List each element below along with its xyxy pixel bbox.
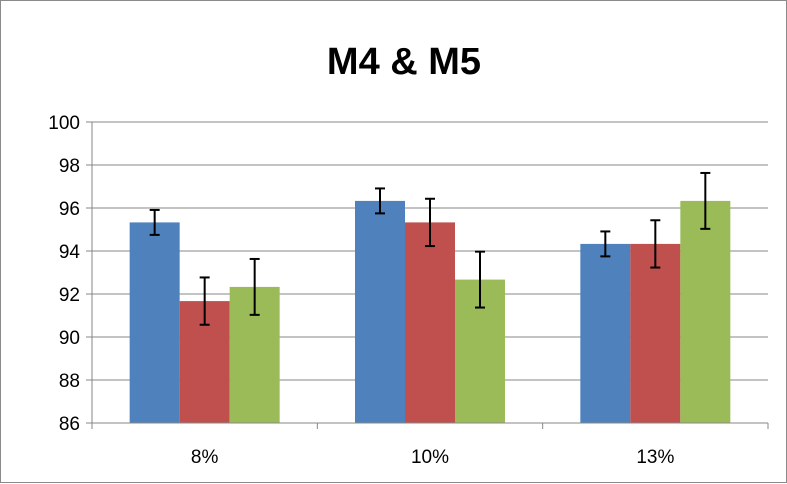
y-tick-label: 86 <box>59 414 80 435</box>
y-tick-label: 88 <box>59 371 80 392</box>
bar-13pct-series2 <box>630 243 681 423</box>
x-tick-label: 10% <box>411 447 449 468</box>
y-tick-label: 96 <box>59 199 80 220</box>
chart-title: M4 & M5 <box>327 41 481 83</box>
y-tick-label: 98 <box>59 156 80 177</box>
x-tick-label: 13% <box>636 447 674 468</box>
error-bars <box>149 171 711 326</box>
y-tick-label: 100 <box>48 113 80 134</box>
y-tick-label: 94 <box>59 242 81 263</box>
bar-10pct-series1 <box>355 200 405 423</box>
axes <box>86 121 769 429</box>
bar-8pct-series1 <box>129 222 180 423</box>
tick-labels: 86 88 90 92 94 96 98 100 8% 10% 13% <box>48 113 674 468</box>
y-tick-label: 92 <box>59 285 80 306</box>
x-tick-label: 8% <box>191 447 219 468</box>
bar-13pct-series3 <box>680 200 731 423</box>
bar-10pct-series2 <box>405 222 455 423</box>
bar-13pct-series1 <box>580 243 631 423</box>
y-tick-label: 90 <box>59 328 80 349</box>
